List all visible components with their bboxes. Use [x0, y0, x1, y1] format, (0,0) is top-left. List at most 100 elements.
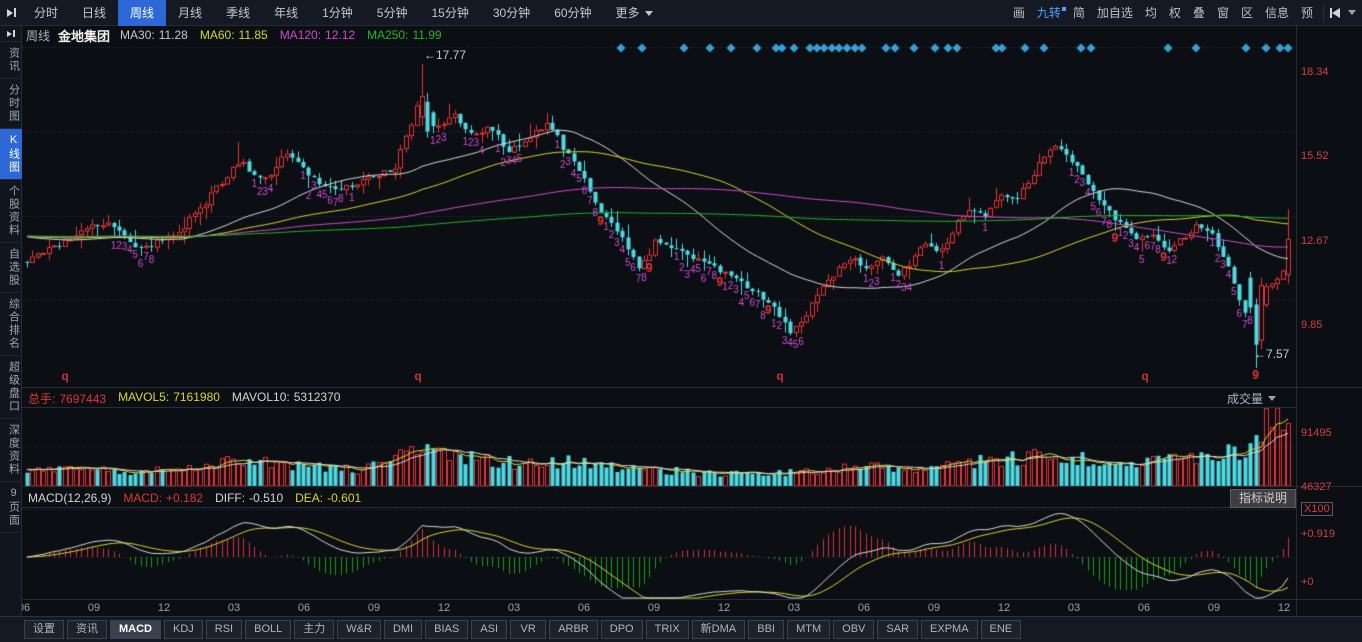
toolbar-tool-button[interactable]: 权: [1163, 4, 1187, 21]
indicator-tab[interactable]: MACD: [110, 620, 161, 639]
sidebar-item-label: 超级盘口: [7, 361, 20, 413]
sidebar-item[interactable]: 9页面: [0, 482, 22, 533]
volume-stat-value: 5312370: [293, 389, 341, 404]
period-tab[interactable]: 年线: [262, 0, 310, 26]
indicator-tab-label: 设置: [33, 623, 55, 635]
axis-label-text: 91495: [1301, 427, 1332, 439]
sidebar-item[interactable]: 超级盘口: [0, 356, 22, 419]
period-tabs: 分时 日线 周线 月线 季线 年线 1分钟 5分钟 15分钟 30分钟 60分钟 更多: [22, 0, 665, 26]
indicator-tab[interactable]: OBV: [833, 620, 875, 639]
indicator-tab[interactable]: 资讯: [67, 620, 107, 639]
x-axis-label-text: 12: [1277, 602, 1291, 614]
period-tab[interactable]: 月线: [166, 0, 214, 26]
macd-stat-label: DEA:: [295, 491, 324, 505]
indicator-tab[interactable]: SAR: [877, 620, 919, 639]
period-tab[interactable]: 1分钟: [310, 0, 365, 26]
ex-rights-marker: q: [1141, 369, 1148, 383]
macd-stat-value: -0.601: [327, 491, 362, 505]
period-tab[interactable]: 季线: [214, 0, 262, 26]
indicator-tab[interactable]: DPO: [600, 620, 643, 639]
period-tab[interactable]: 30分钟: [481, 0, 542, 26]
x-axis-label-text: 03: [227, 602, 241, 614]
indicator-tab[interactable]: ASI: [471, 620, 508, 639]
indicator-tab[interactable]: BBI: [748, 620, 785, 639]
skip-back-icon[interactable]: [1330, 7, 1340, 18]
sidebar-item[interactable]: 个股资料: [0, 180, 22, 243]
toolbar-tool-button[interactable]: 简: [1067, 4, 1091, 21]
toolbar-dropdown-caret-icon[interactable]: [1348, 10, 1356, 15]
toolbar-tool-button[interactable]: 加自选: [1091, 4, 1139, 21]
indicator-tab[interactable]: W&R: [337, 620, 381, 639]
indicator-tab[interactable]: ARBR: [549, 620, 598, 639]
period-tab[interactable]: 分时: [22, 0, 70, 26]
volume-stat: MAVOL10: 5312370: [232, 390, 341, 407]
ma-label: MA30:: [120, 28, 155, 42]
indicator-tab[interactable]: BIAS: [425, 620, 469, 639]
indicator-tab[interactable]: 设置: [24, 620, 64, 639]
sidebar-item[interactable]: 资讯: [0, 42, 22, 79]
toolbar-tool-button[interactable]: 窗: [1211, 4, 1235, 21]
indicator-help-button[interactable]: 指标说明: [1230, 489, 1296, 508]
indicator-tab-label: EXPMA: [930, 623, 969, 635]
sidebar-item[interactable]: 综合排名: [0, 293, 22, 356]
indicator-tab[interactable]: ENE: [980, 620, 1022, 639]
chart-canvas[interactable]: [22, 26, 1296, 599]
axis-label-text: 18.34: [1301, 66, 1329, 78]
x-axis-label-text: 06: [1137, 602, 1151, 614]
toolbar-tool-button[interactable]: 区: [1235, 4, 1259, 21]
indicator-tab-label: OBV: [842, 623, 866, 635]
indicator-tab[interactable]: KDJ: [164, 620, 203, 639]
x-axis-label: 12: [1278, 602, 1290, 614]
volume-indicator-selector[interactable]: 成交量: [1227, 389, 1276, 407]
period-tab[interactable]: 更多: [604, 0, 665, 26]
indicator-tab[interactable]: DMI: [383, 620, 423, 639]
x-axis-label-text: 09: [647, 602, 661, 614]
macd-formula: MACD(12,26,9): [28, 491, 112, 505]
right-axis: 18.34 15.52 12.67 9.85 91495 46327 X100 +0.919 +…: [1296, 26, 1362, 616]
indicator-tab[interactable]: 新DMA: [691, 620, 746, 639]
toolbar-tool-button[interactable]: 信息: [1259, 4, 1295, 21]
toolbar-tool-button[interactable]: 九转: [1031, 4, 1067, 21]
axis-label-text: 46327: [1301, 481, 1332, 493]
indicator-tab[interactable]: VR: [510, 620, 547, 639]
toolbar-tool-button[interactable]: 均: [1139, 4, 1163, 21]
indicator-tab[interactable]: MTM: [787, 620, 831, 639]
x-axis-label: 09: [1208, 602, 1220, 614]
indicator-tab[interactable]: TRIX: [645, 620, 689, 639]
period-tab[interactable]: 5分钟: [365, 0, 420, 26]
volume-stats: 总手: 7697443 MAVOL5: 7161980 MAVOL10: 5312370: [28, 390, 352, 407]
period-tab-label: 分时: [34, 5, 59, 20]
toolbar-tool-button[interactable]: 画: [1007, 4, 1031, 21]
axis-label-text: 12.67: [1301, 235, 1329, 247]
sidebar-item[interactable]: K线图: [0, 129, 22, 180]
sidebar-expand-icon[interactable]: [0, 26, 22, 42]
ma-value: MA250: 11.99: [367, 28, 442, 42]
sidebar-item[interactable]: 深度资料: [0, 419, 22, 482]
period-tab[interactable]: 15分钟: [419, 0, 480, 26]
period-tab-label: 年线: [274, 5, 299, 20]
axis-label-text: +0.919: [1301, 528, 1335, 540]
period-tab[interactable]: 60分钟: [542, 0, 603, 26]
indicator-tab[interactable]: 主力: [294, 620, 335, 639]
collapse-sidebar-icon[interactable]: [0, 0, 22, 26]
top-toolbar: 分时 日线 周线 月线 季线 年线 1分钟 5分钟 15分钟 30分钟 60分钟 更多 画九转简加自选…: [0, 0, 1362, 26]
period-tab-label: 5分钟: [376, 5, 408, 20]
indicator-tab[interactable]: RSI: [205, 620, 243, 639]
indicator-tab-label: RSI: [214, 623, 234, 635]
period-tab[interactable]: 周线: [118, 0, 167, 26]
toolbar-tool-button[interactable]: 预: [1295, 4, 1319, 21]
period-tab[interactable]: 日线: [70, 0, 118, 26]
macd-stat-value: -0.510: [249, 491, 284, 505]
sidebar-item[interactable]: 自选股: [0, 243, 22, 293]
toolbar-tool-button[interactable]: 叠: [1187, 4, 1211, 21]
chart-period-label: 周线: [26, 28, 51, 43]
toolbar-tool-label: 窗: [1216, 6, 1229, 20]
period-tab-label: 30分钟: [492, 5, 531, 20]
indicator-tab[interactable]: BOLL: [245, 620, 292, 639]
x-axis-label: 12: [158, 602, 170, 614]
indicator-tab-label: BIAS: [434, 623, 460, 635]
axis-divider: [1296, 26, 1297, 616]
indicator-tab[interactable]: EXPMA: [921, 620, 978, 639]
sidebar-item[interactable]: 分时图: [0, 79, 22, 129]
